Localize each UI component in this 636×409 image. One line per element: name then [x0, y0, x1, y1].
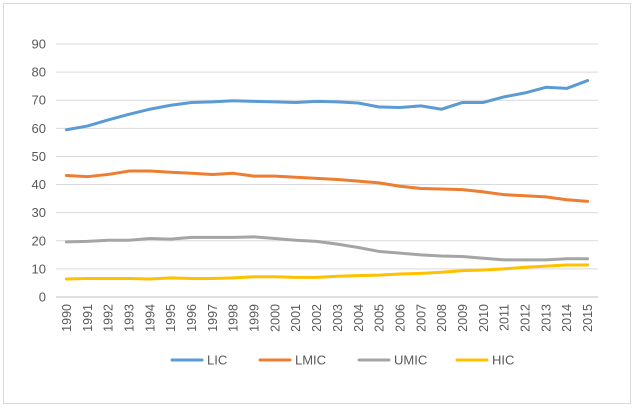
x-tick-label: 2011: [498, 304, 512, 331]
x-tick-label: 2009: [456, 304, 470, 332]
series-lines: [64, 79, 590, 281]
x-tick-label: 2014: [560, 304, 574, 332]
legend-label-umic: UMIC: [394, 353, 427, 368]
y-axis-ticks: 0 10 20 30 40 50 60 70 80 90: [32, 37, 46, 305]
series-line-hic: [64, 263, 590, 281]
x-tick-label: 2007: [414, 304, 428, 332]
y-tick-label: 10: [32, 261, 46, 276]
legend: LIC LMIC UMIC HIC: [170, 353, 514, 368]
x-tick-label: 1990: [60, 304, 74, 332]
x-tick-label: 1991: [81, 304, 95, 332]
chart-frame: [3, 3, 631, 404]
x-tick-label: 2013: [539, 304, 553, 332]
gridlines: [56, 43, 598, 298]
x-tick-label: 2003: [331, 304, 345, 332]
y-tick-label: 0: [39, 290, 46, 305]
x-tick-label: 1994: [143, 304, 157, 332]
x-tick-label: 1996: [185, 304, 199, 332]
series-line-umic: [64, 235, 590, 262]
x-tick-label: 1998: [227, 304, 241, 332]
legend-label-lic: LIC: [207, 353, 227, 368]
x-tick-label: 2005: [373, 304, 387, 332]
legend-label-lmic: LMIC: [295, 353, 326, 368]
x-tick-label: 1993: [122, 304, 136, 332]
x-tick-label: 2006: [393, 304, 407, 332]
x-tick-label: 2008: [435, 304, 449, 332]
x-tick-label: 2012: [519, 304, 533, 332]
y-tick-label: 30: [32, 205, 46, 220]
x-tick-label: 1997: [206, 304, 220, 332]
x-tick-label: 2010: [477, 304, 491, 332]
y-tick-label: 50: [32, 149, 46, 164]
x-tick-label: 2004: [352, 304, 366, 332]
x-tick-label: 1992: [102, 304, 116, 332]
x-tick-label: 2000: [268, 304, 282, 332]
x-tick-label: 2002: [310, 304, 324, 332]
series-line-lmic: [64, 169, 590, 203]
x-tick-label: 2015: [581, 304, 595, 332]
y-tick-label: 60: [32, 121, 46, 136]
y-tick-label: 90: [32, 37, 46, 52]
legend-label-hic: HIC: [492, 353, 514, 368]
y-tick-label: 70: [32, 93, 46, 108]
y-tick-label: 20: [32, 233, 46, 248]
x-axis-ticks: 1990 1991 1992 1993 1994 1995 1996 1997 1998 1999…: [60, 304, 595, 332]
x-tick-label: 1995: [164, 304, 178, 332]
series-line-lic: [64, 79, 590, 132]
y-tick-label: 80: [32, 65, 46, 80]
x-tick-label: 1999: [248, 304, 262, 332]
x-tick-label: 2001: [289, 304, 303, 332]
y-tick-label: 40: [32, 177, 46, 192]
